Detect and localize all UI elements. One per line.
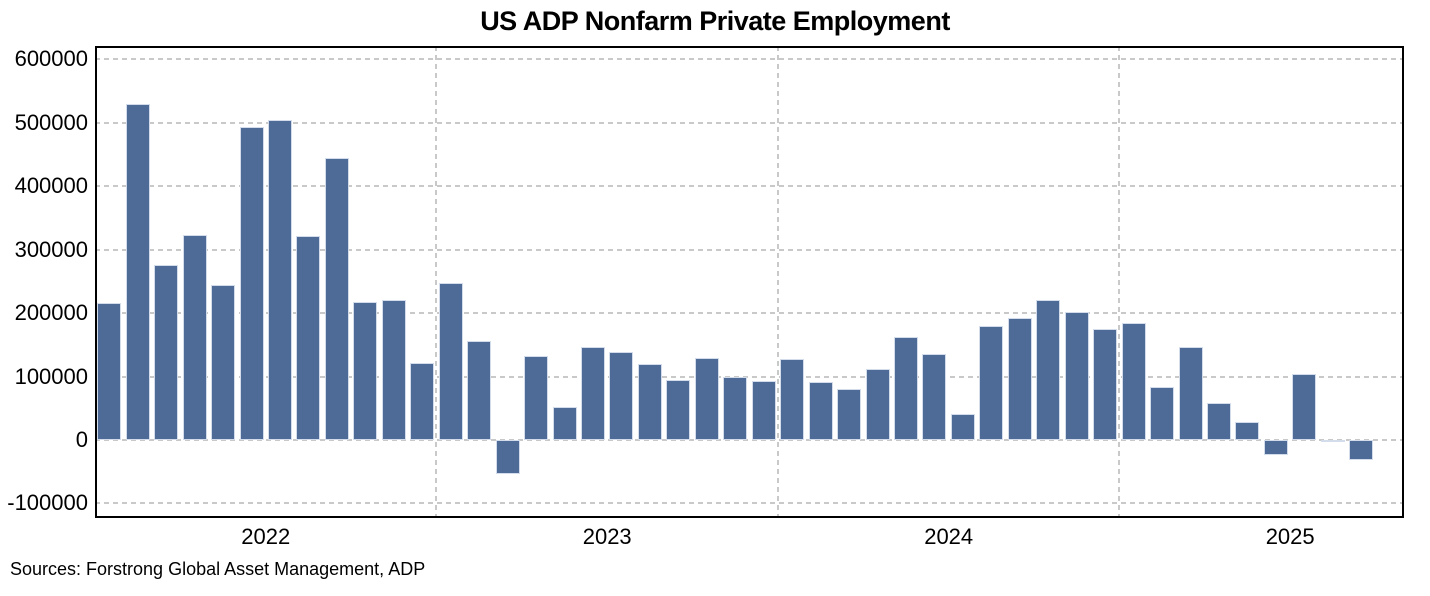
h-gridline (95, 121, 1404, 124)
bar (467, 341, 492, 440)
bar (495, 439, 520, 474)
h-gridline (95, 185, 1404, 188)
y-tick-label: 0 (75, 426, 88, 452)
bar (267, 119, 292, 440)
bar (894, 336, 918, 440)
chart-title: US ADP Nonfarm Private Employment (480, 6, 950, 36)
bar (979, 326, 1004, 440)
bar (922, 354, 947, 440)
bar (837, 388, 862, 440)
v-gridline (1118, 46, 1121, 518)
bar (182, 235, 207, 440)
bar (1007, 318, 1032, 440)
bar (410, 362, 435, 440)
bar (723, 376, 748, 440)
bar (1263, 439, 1288, 455)
bar (1150, 387, 1175, 440)
bar (125, 103, 150, 440)
bar (211, 285, 236, 440)
h-gridline (95, 312, 1404, 315)
bar (1207, 402, 1232, 440)
bar (1320, 439, 1345, 442)
bar (1121, 322, 1146, 440)
bar (1064, 311, 1089, 440)
bar (609, 351, 634, 440)
bar (324, 158, 349, 440)
bar (950, 413, 975, 440)
h-gridline (95, 502, 1404, 505)
bar (1036, 300, 1061, 440)
y-tick-label: 300000 (14, 236, 88, 262)
source-note: Sources: Forstrong Global Asset Manageme… (10, 559, 426, 579)
bar (381, 299, 406, 440)
v-gridline (435, 46, 438, 518)
bar (1093, 328, 1118, 440)
y-tick-label: 600000 (14, 46, 88, 72)
bar (524, 356, 549, 440)
y-tick-label: 100000 (14, 363, 88, 389)
bar (353, 302, 378, 440)
bar (1349, 439, 1374, 461)
h-gridline (95, 58, 1404, 61)
bar (637, 363, 662, 440)
bar (552, 406, 577, 440)
bar (438, 283, 463, 440)
bar (1178, 347, 1203, 440)
bar (154, 264, 179, 440)
bar (296, 235, 321, 440)
bar (694, 358, 719, 440)
bar (865, 368, 890, 440)
y-tick-label: -100000 (7, 490, 88, 516)
v-gridline (776, 46, 779, 518)
bar (808, 382, 833, 440)
x-tick-label: 2024 (924, 524, 974, 549)
bar (1292, 373, 1317, 440)
h-gridline (95, 375, 1404, 378)
bar (780, 358, 805, 440)
bar (666, 380, 691, 440)
y-tick-label: 400000 (14, 173, 88, 199)
x-tick-label: 2025 (1265, 524, 1315, 549)
bar (580, 346, 605, 440)
bar (751, 380, 776, 440)
h-gridline (95, 438, 1404, 441)
bar (97, 302, 122, 440)
y-tick-label: 500000 (14, 109, 88, 135)
bar (1235, 422, 1260, 440)
plot-area (95, 46, 1404, 518)
x-tick-label: 2023 (582, 524, 632, 549)
h-gridline (95, 248, 1404, 251)
y-tick-label: 200000 (14, 300, 88, 326)
x-tick-label: 2022 (241, 524, 291, 549)
bar (239, 126, 264, 440)
